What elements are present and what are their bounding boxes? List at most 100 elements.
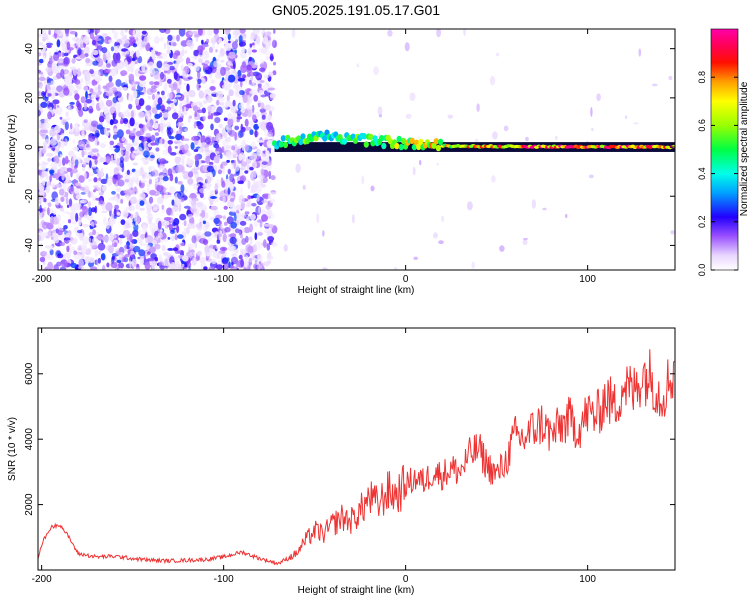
heatmap-cell	[174, 234, 178, 241]
heatmap-cell	[238, 153, 243, 161]
heatmap-cell	[84, 71, 88, 77]
heatmap-cell	[74, 93, 80, 101]
heatmap-cell	[113, 110, 117, 118]
heatmap-cell	[63, 210, 70, 214]
heatmap-cell	[59, 242, 65, 247]
heatmap-cell	[132, 128, 137, 131]
heatmap-cell	[227, 187, 231, 195]
y-tick-label: -40	[24, 238, 35, 253]
heatmap-cell	[126, 55, 133, 63]
heatmap-cell	[38, 58, 44, 64]
heatmap-cell	[268, 251, 272, 259]
heatmap-cell	[163, 123, 167, 128]
heatmap-cell	[173, 140, 181, 144]
heatmap-cell	[168, 224, 173, 231]
heatmap-cell	[133, 258, 137, 268]
heatmap-cell	[196, 250, 202, 256]
heatmap-cell	[591, 128, 594, 131]
heatmap-cell	[172, 42, 177, 47]
heatmap-cell	[356, 63, 360, 68]
heatmap-cell	[206, 176, 212, 184]
heatmap-cell	[231, 183, 235, 190]
heatmap-cell	[53, 103, 57, 110]
heatmap-cell	[166, 49, 172, 54]
heatmap-cell	[49, 169, 55, 174]
heatmap-cell	[50, 183, 56, 188]
heatmap-cell	[47, 89, 51, 94]
heatmap-cell	[116, 212, 121, 216]
heatmap-cell	[114, 204, 119, 210]
heatmap-cell	[251, 202, 257, 207]
heatmap-cell	[71, 246, 76, 252]
snr-panel: -200 -100 0 100 2000 4000 6000 Height of stra…	[7, 327, 676, 596]
heatmap-cell	[126, 222, 130, 229]
heatmap-cell	[67, 104, 71, 110]
heatmap-cell	[180, 64, 184, 72]
heatmap-cell	[167, 145, 172, 154]
heatmap-cell	[111, 190, 116, 195]
heatmap-cell	[174, 156, 181, 164]
heatmap-cell	[210, 79, 216, 84]
heatmap-cell	[49, 128, 56, 137]
heatmap-cell	[119, 267, 122, 270]
ridge-cell	[438, 138, 444, 145]
heatmap-cell	[228, 40, 231, 44]
heatmap-cell	[210, 112, 214, 120]
ridge-cell	[363, 141, 369, 148]
heatmap-cell	[153, 100, 157, 106]
heatmap-cell	[166, 44, 171, 50]
heatmap-cell	[226, 94, 230, 102]
heatmap-cell	[198, 147, 205, 153]
heatmap-cell	[173, 218, 180, 226]
heatmap-cell	[38, 52, 42, 57]
heatmap-cell	[128, 222, 135, 229]
heatmap-cell	[43, 206, 47, 214]
heatmap-cell	[77, 229, 83, 234]
heatmap-cell	[267, 40, 272, 46]
heatmap-cell	[159, 29, 167, 33]
heatmap-cell	[38, 123, 46, 129]
heatmap-cell	[255, 72, 263, 81]
heatmap-cell	[56, 104, 60, 108]
heatmap-cell	[60, 196, 65, 203]
heatmap-cell	[94, 129, 100, 139]
heatmap-cell	[193, 64, 200, 72]
colorbar-gradient	[710, 28, 739, 271]
heatmap-cell	[213, 155, 220, 164]
heatmap-cell	[224, 221, 228, 226]
heatmap-cell	[59, 116, 63, 120]
heatmap-cell	[231, 145, 236, 151]
heatmap-cell	[70, 186, 74, 193]
heatmap-cell	[63, 225, 68, 230]
heatmap-cell	[248, 56, 252, 62]
heatmap-cell	[186, 157, 191, 164]
heatmap-cell	[248, 46, 252, 55]
heatmap-cell	[146, 187, 150, 195]
heatmap-cell	[128, 73, 135, 81]
heatmap-cell	[265, 115, 271, 119]
heatmap-cell	[210, 91, 218, 94]
heatmap-cell	[220, 59, 225, 63]
heatmap-cell	[38, 162, 41, 167]
heatmap-cell	[145, 113, 152, 121]
heatmap-cell	[181, 263, 185, 267]
heatmap-cell	[78, 219, 82, 226]
heatmap-cell	[103, 106, 109, 115]
heatmap-cell	[227, 118, 234, 126]
snr-x-label: Height of straight line (km)	[298, 585, 415, 596]
heatmap-cell	[133, 239, 137, 244]
heatmap-cell	[258, 89, 264, 96]
heatmap-cell	[204, 151, 209, 157]
heatmap-cell	[143, 141, 148, 149]
heatmap-cell	[183, 220, 187, 227]
heatmap-cell	[195, 223, 203, 229]
heatmap-cell	[322, 230, 325, 237]
heatmap-cell	[542, 207, 547, 211]
heatmap-cell	[162, 238, 169, 242]
heatmap-cell	[121, 36, 127, 40]
heatmap-cell	[215, 49, 218, 53]
heatmap-cell	[241, 213, 247, 218]
heatmap-cell	[88, 207, 92, 216]
heatmap-cell	[271, 241, 278, 247]
heatmap-cell	[259, 108, 266, 113]
